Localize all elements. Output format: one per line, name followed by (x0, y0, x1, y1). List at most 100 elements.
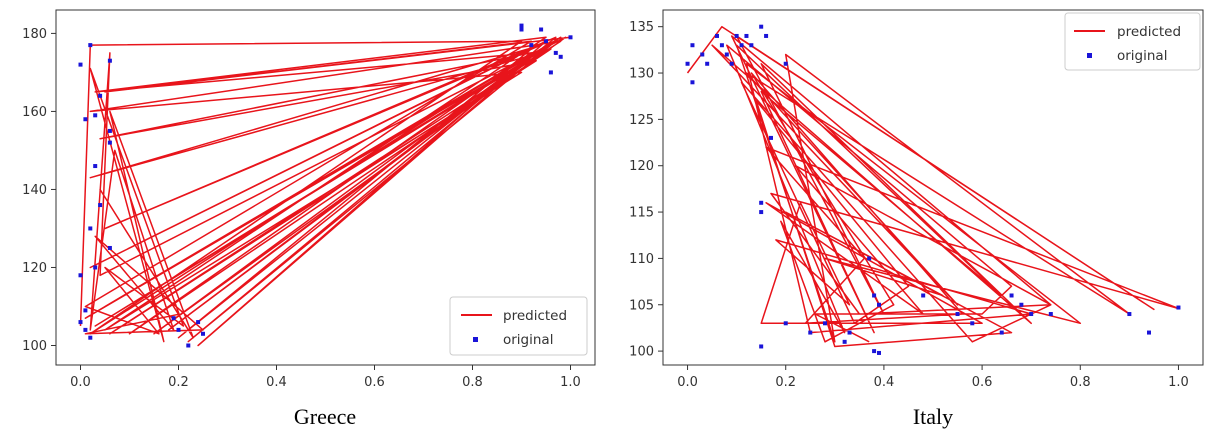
original-point-italy (1176, 305, 1181, 310)
original-point-italy (1009, 293, 1014, 298)
original-point-italy (921, 293, 926, 298)
original-point-italy (690, 80, 695, 85)
original-point-italy (744, 33, 749, 38)
original-point-greece (98, 93, 103, 98)
original-point-italy (759, 24, 764, 29)
original-point-italy (877, 302, 881, 307)
x-tick-label-greece: 0.2 (168, 375, 189, 390)
original-point-italy (690, 43, 695, 48)
y-tick-label-italy: 100 (629, 345, 654, 360)
original-point-italy (739, 43, 744, 48)
original-point-greece (98, 203, 103, 208)
original-point-greece (93, 164, 98, 169)
original-point-greece (83, 327, 88, 332)
x-axis-greece: 0.0 0.2 0.4 0.6 0.8 1.0 (70, 365, 581, 390)
original-point-italy (734, 33, 739, 38)
y-tick-label-greece: 120 (22, 261, 47, 276)
original-point-greece (176, 327, 181, 332)
x-tick-label-italy: 0.0 (677, 375, 698, 390)
original-point-greece (544, 39, 548, 44)
original-point-italy (867, 256, 872, 261)
original-point-greece (107, 58, 112, 63)
original-series-greece (78, 23, 573, 348)
caption-greece: Greece (294, 404, 356, 429)
original-point-greece (88, 43, 93, 48)
original-point-italy (749, 43, 754, 48)
legend-predicted-label-greece: predicted (503, 308, 567, 324)
original-point-greece (558, 54, 563, 59)
original-point-greece (553, 50, 558, 55)
legend-original-label-greece: original (503, 332, 553, 348)
legend-italy: predicted original (1064, 12, 1201, 71)
original-point-italy (808, 330, 813, 335)
original-point-greece (548, 70, 553, 75)
legend-original-swatch-greece (473, 337, 478, 342)
x-axis-italy: 0.0 0.2 0.4 0.6 0.8 1.0 (677, 365, 1189, 390)
original-point-greece (196, 320, 201, 325)
original-point-italy (823, 321, 827, 326)
y-tick-label-italy: 110 (629, 252, 654, 267)
legend-original-swatch-italy (1087, 53, 1092, 58)
original-point-italy (700, 52, 705, 57)
original-point-greece (88, 226, 93, 231)
original-point-italy (719, 43, 724, 48)
original-point-greece (107, 245, 112, 250)
x-tick-label-greece: 0.0 (70, 375, 91, 390)
original-point-greece (93, 113, 98, 118)
y-tick-label-italy: 120 (629, 159, 654, 174)
original-point-italy (705, 61, 710, 66)
x-tick-label-greece: 0.4 (266, 375, 287, 390)
original-point-greece (201, 331, 205, 336)
y-tick-label-italy: 125 (629, 113, 654, 128)
original-point-italy (759, 200, 764, 205)
chart-italy: 100 105 110 115 120 125 130 135 0.0 0.2 0.4 0.6 0.8… (629, 9, 1204, 429)
original-point-greece (93, 265, 98, 270)
x-tick-label-greece: 1.0 (560, 375, 581, 390)
x-tick-label-italy: 0.8 (1070, 375, 1091, 390)
original-point-italy (1019, 302, 1024, 307)
legend-box-greece (449, 296, 588, 356)
original-point-italy (1048, 312, 1053, 317)
original-point-greece (78, 320, 83, 325)
legend-original-label-italy: original (1117, 48, 1167, 64)
x-tick-label-italy: 0.6 (972, 375, 993, 390)
original-point-greece (78, 62, 83, 67)
original-point-italy (847, 330, 852, 335)
original-point-greece (539, 27, 544, 32)
original-point-italy (729, 61, 734, 66)
original-point-italy (877, 350, 881, 355)
original-point-italy (783, 321, 788, 326)
y-axis-italy: 100 105 110 115 120 125 130 135 (629, 20, 663, 360)
legend-predicted-label-italy: predicted (1117, 24, 1181, 40)
legend-box-italy (1064, 12, 1201, 71)
original-point-greece (83, 308, 88, 313)
original-point-italy (715, 33, 719, 38)
legend-greece: predicted original (449, 296, 588, 356)
original-point-greece (171, 316, 176, 321)
original-point-italy (724, 52, 729, 57)
y-axis-greece: 100 120 140 160 180 (22, 27, 56, 354)
original-point-italy (970, 321, 975, 326)
predicted-series-greece (79, 36, 571, 347)
original-point-italy (955, 312, 960, 317)
x-tick-label-italy: 1.0 (1168, 375, 1189, 390)
chart-greece: 100 120 140 160 180 0.0 0.2 0.4 0.6 0.8 1.0 predi… (22, 9, 596, 429)
original-point-italy (872, 293, 877, 298)
y-tick-label-greece: 180 (22, 27, 47, 42)
y-tick-label-italy: 105 (629, 298, 654, 313)
original-point-italy (1127, 312, 1132, 317)
original-point-greece (529, 43, 534, 48)
original-point-italy (872, 349, 877, 354)
x-tick-label-italy: 0.4 (874, 375, 895, 390)
y-tick-label-greece: 160 (22, 105, 47, 120)
original-point-italy (685, 61, 690, 66)
x-tick-label-greece: 0.6 (364, 375, 385, 390)
caption-italy: Italy (913, 404, 953, 429)
original-series-italy (685, 24, 1181, 355)
original-point-italy (759, 210, 764, 215)
original-point-italy (769, 135, 773, 140)
original-point-greece (88, 335, 93, 340)
original-point-italy (1029, 312, 1034, 317)
x-tick-label-greece: 0.8 (462, 375, 483, 390)
